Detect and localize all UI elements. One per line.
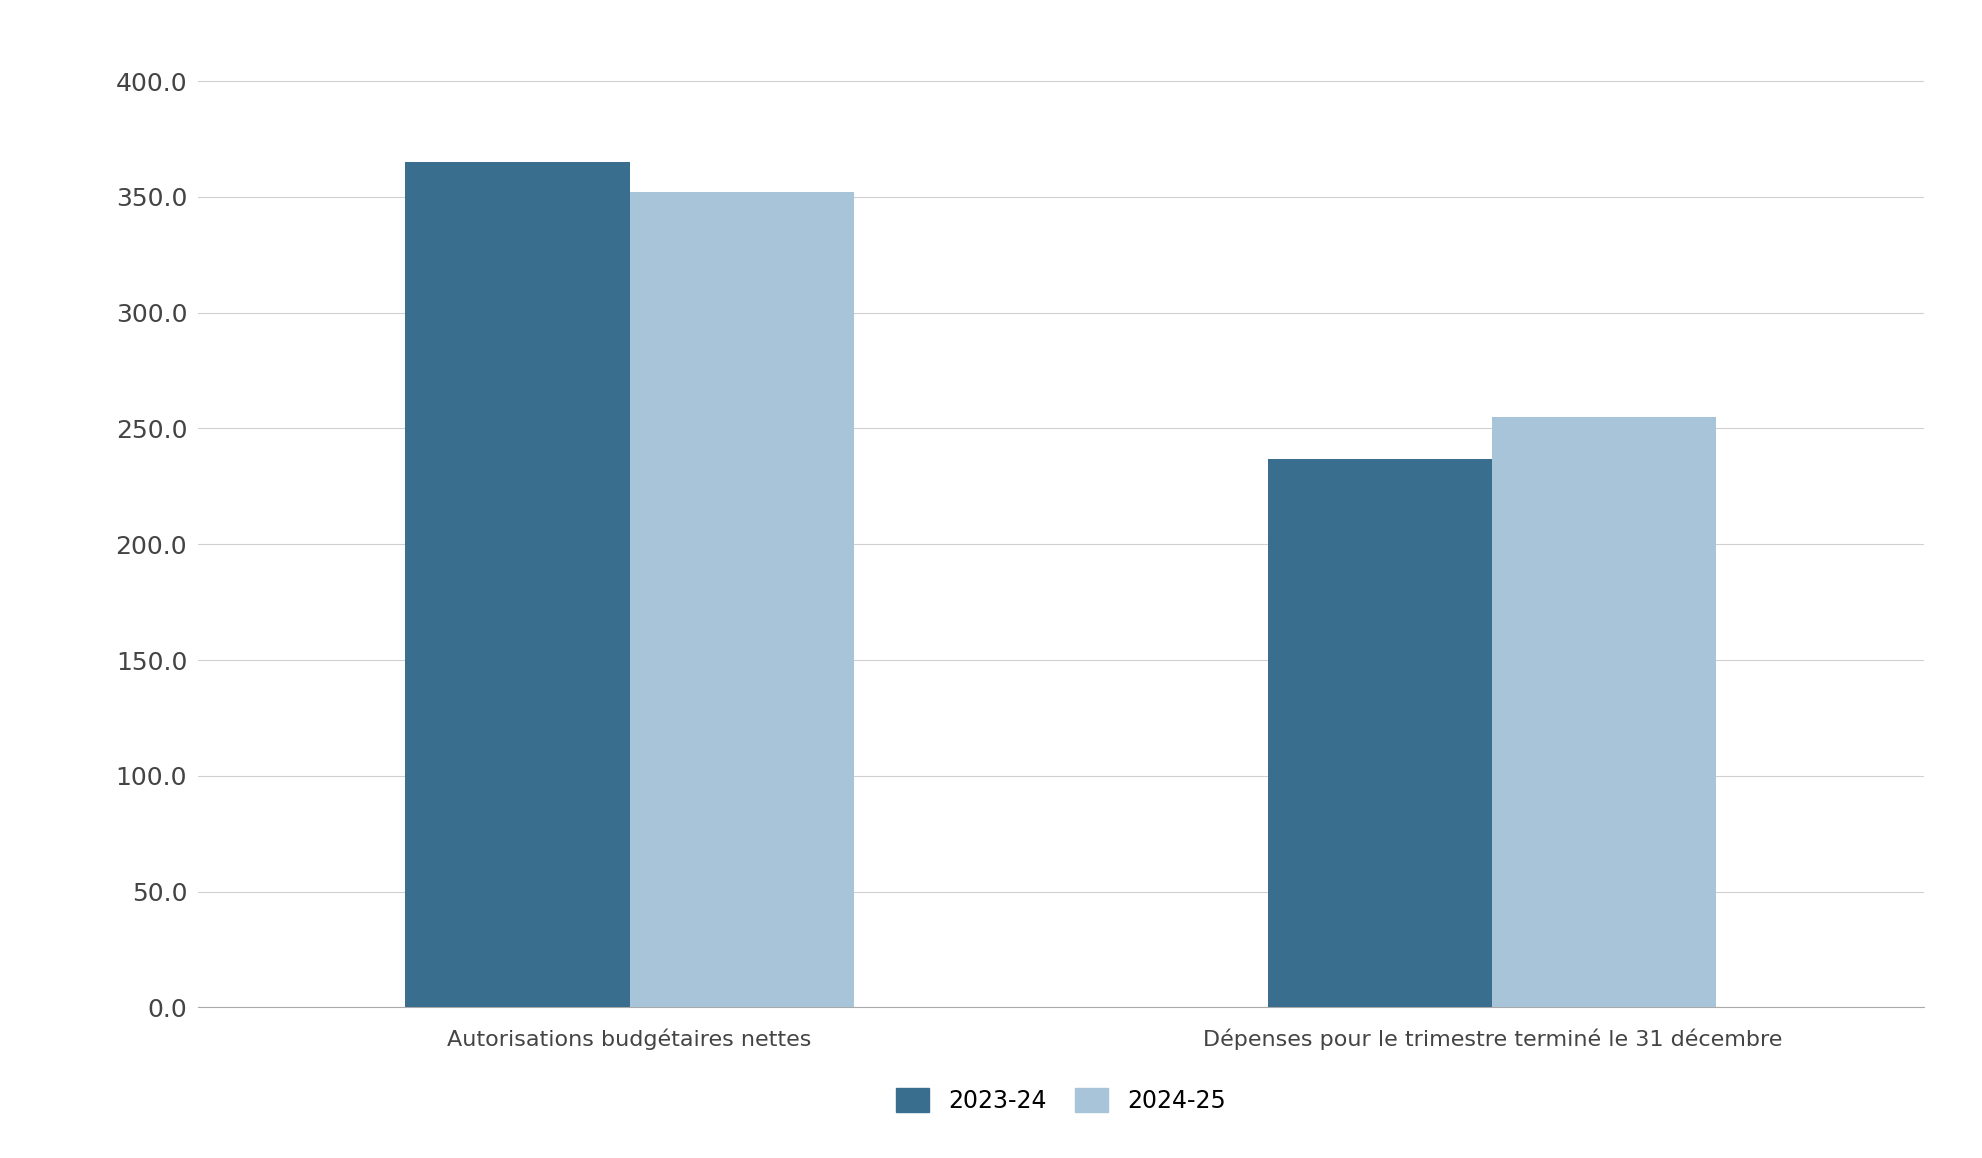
Bar [1266,459,1492,1007]
Legend: 2023-24, 2024-25: 2023-24, 2024-25 [886,1078,1235,1122]
Bar [630,192,854,1007]
Bar [404,162,630,1007]
Bar [1490,417,1716,1007]
